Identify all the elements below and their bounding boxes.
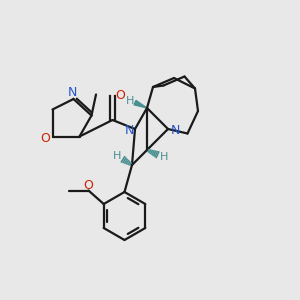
Text: O: O	[40, 131, 50, 145]
Text: H: H	[126, 96, 134, 106]
Text: H: H	[160, 152, 168, 162]
Text: O: O	[84, 178, 93, 192]
Text: N: N	[124, 124, 134, 137]
Text: H: H	[112, 151, 121, 161]
Text: N: N	[171, 124, 180, 137]
Text: N: N	[67, 86, 77, 99]
Text: O: O	[115, 89, 125, 103]
Polygon shape	[134, 100, 147, 108]
